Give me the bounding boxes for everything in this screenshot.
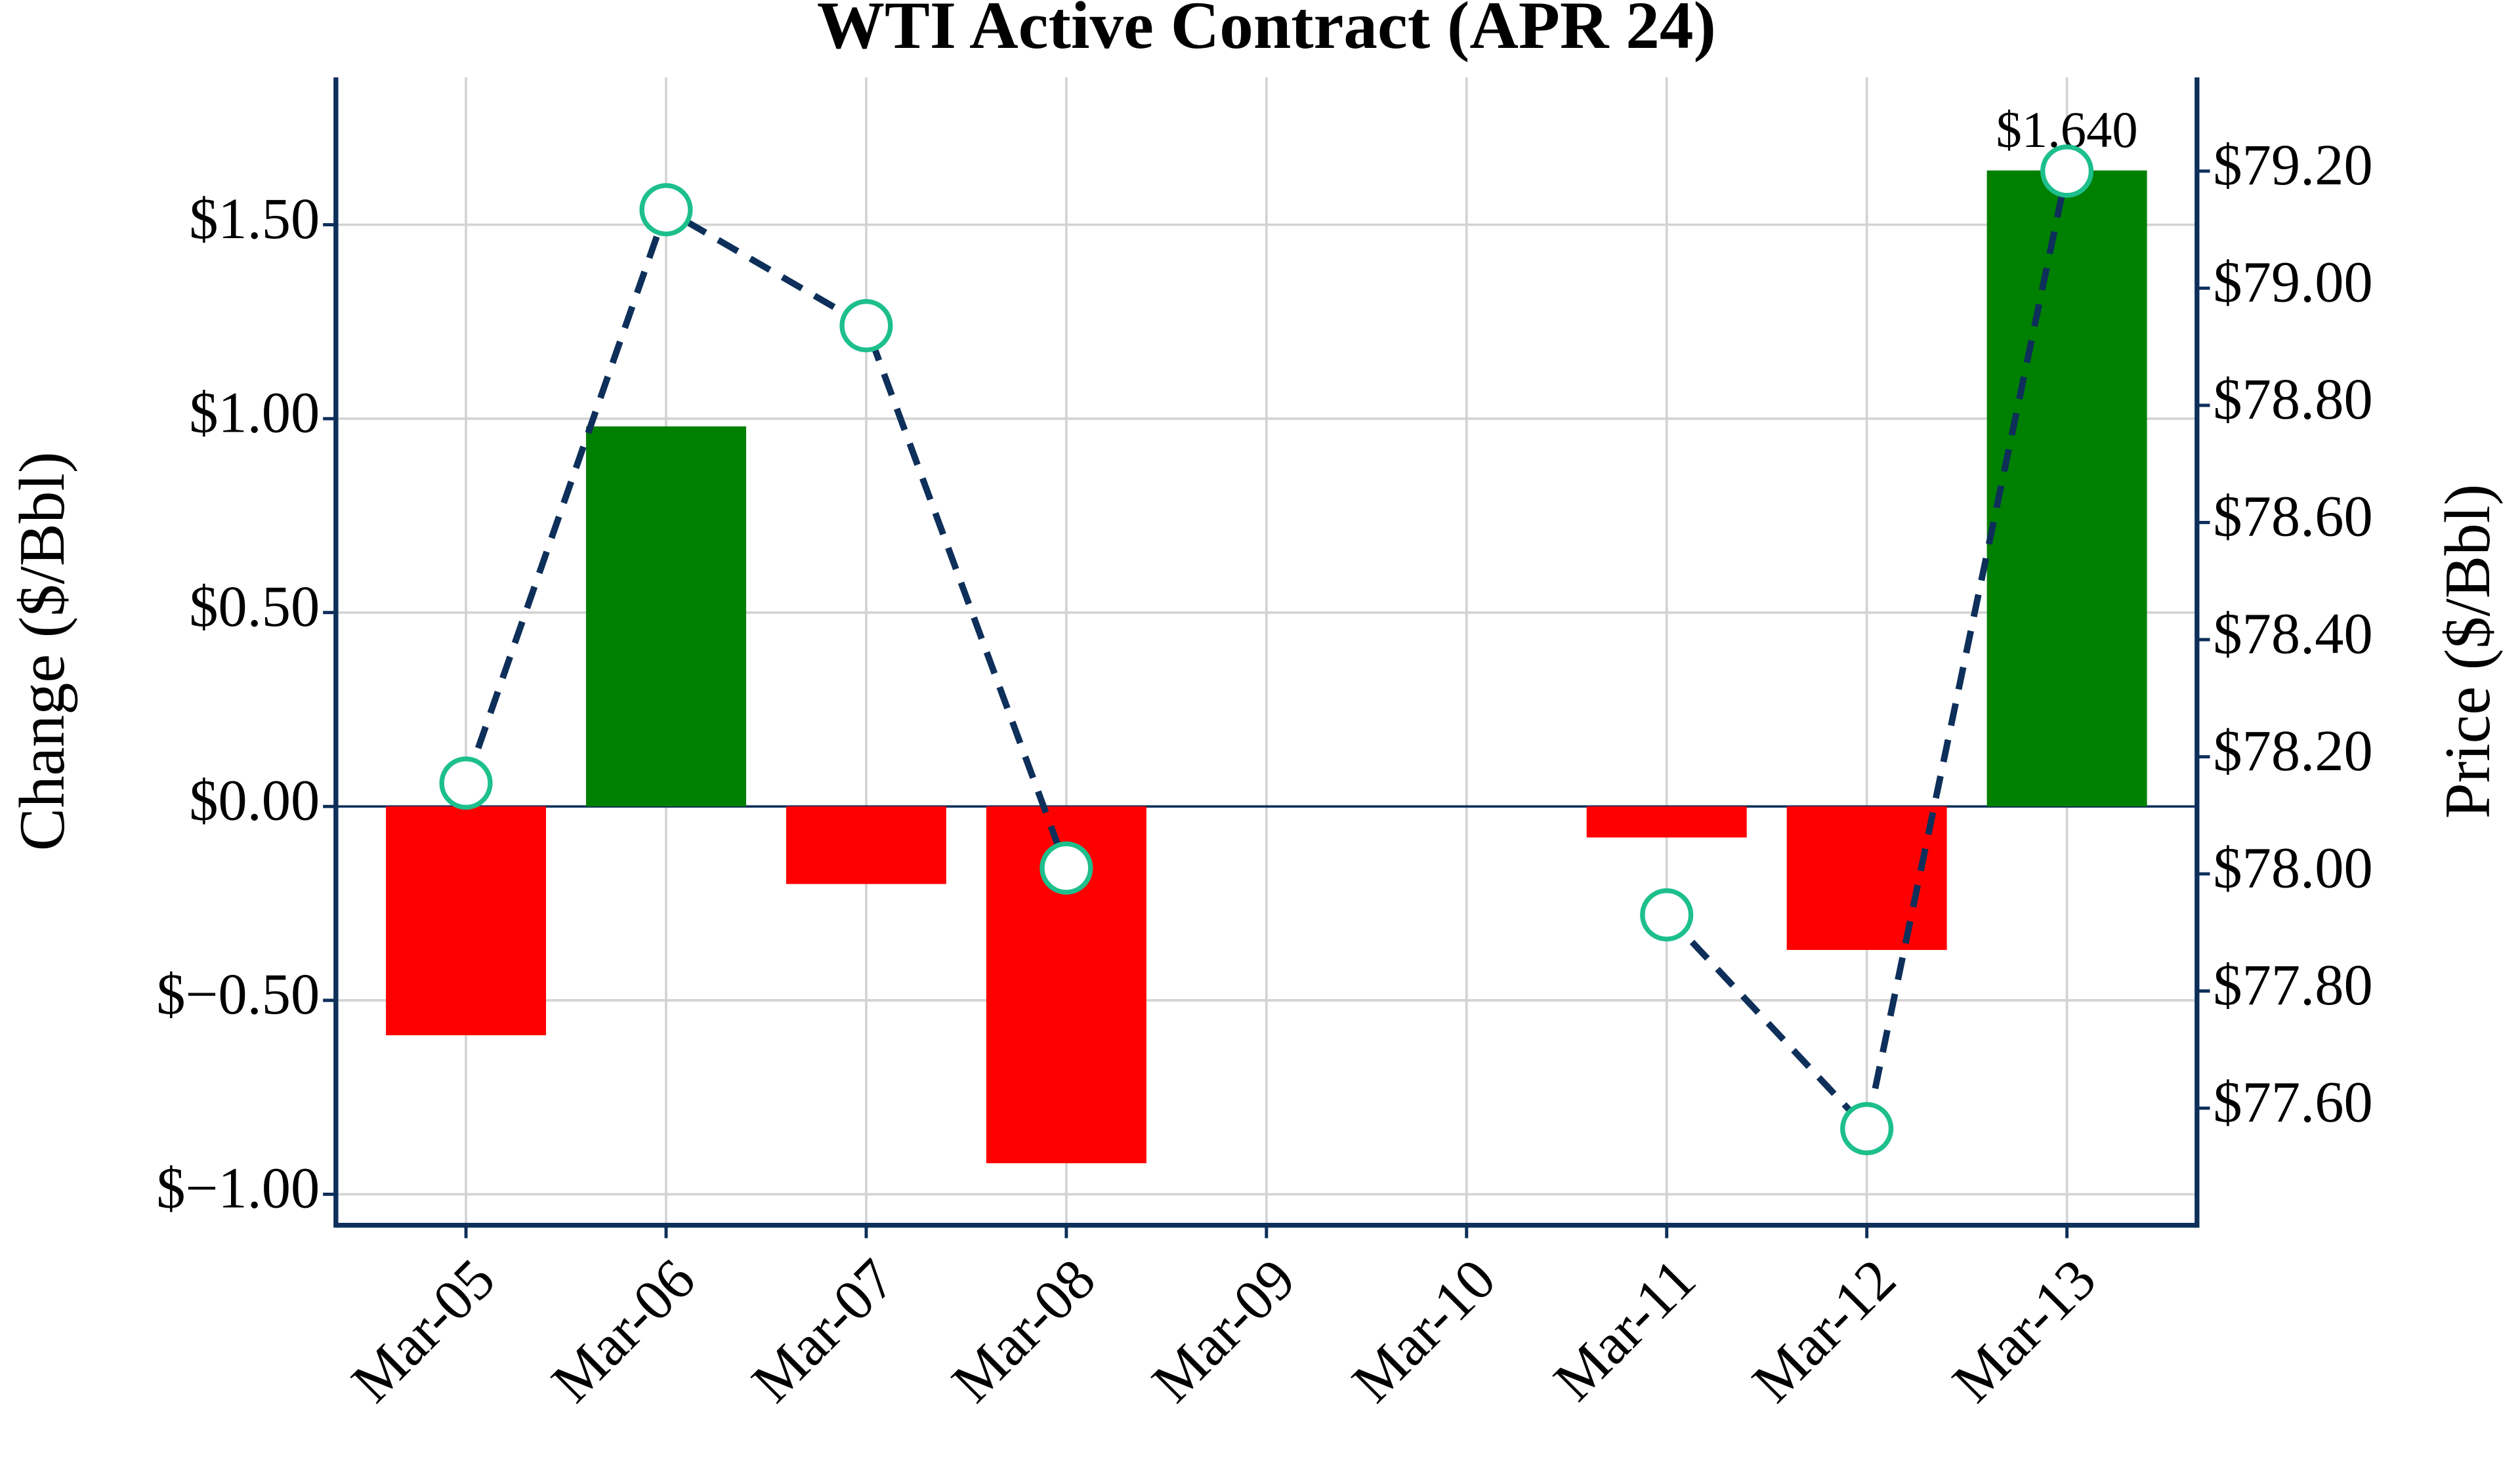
x-tick-label: Mar-10 bbox=[1340, 1247, 1508, 1415]
y2-tick-label: $79.00 bbox=[2213, 251, 2372, 315]
marker bbox=[2040, 144, 2094, 198]
y2-tick-label: $78.00 bbox=[2213, 836, 2372, 900]
y-tick-label: $1.00 bbox=[189, 380, 320, 445]
line bbox=[463, 170, 2070, 1136]
y-tick-label: $−1.00 bbox=[156, 1157, 320, 1221]
bar bbox=[1986, 170, 2147, 807]
y2-tick-label: $79.20 bbox=[2213, 133, 2372, 197]
y2-tick-label: $77.80 bbox=[2213, 953, 2372, 1018]
x-tick-label: Mar-08 bbox=[940, 1247, 1108, 1415]
bar bbox=[1786, 806, 1947, 951]
y-tick-label: $0.00 bbox=[189, 769, 320, 833]
y2-tick-label: $78.40 bbox=[2213, 602, 2372, 666]
x-tick-label: Mar-07 bbox=[740, 1247, 908, 1415]
bar bbox=[1586, 806, 1747, 838]
y-tick-label: $0.50 bbox=[189, 575, 320, 639]
bar bbox=[586, 426, 746, 807]
marker bbox=[1840, 1101, 1894, 1155]
y2-tick-label: $78.80 bbox=[2213, 367, 2372, 432]
bar bbox=[386, 806, 547, 1036]
marker bbox=[639, 183, 693, 237]
y2-tick-label: $78.20 bbox=[2213, 719, 2372, 783]
bar bbox=[786, 806, 946, 884]
y2-tick-label: $78.60 bbox=[2213, 485, 2372, 549]
y-axis-label: Change ($/Bbl) bbox=[7, 451, 78, 851]
y2-axis-label: Price ($/Bbl) bbox=[2432, 484, 2504, 819]
marker bbox=[439, 756, 493, 810]
x-tick-label: Mar-05 bbox=[339, 1247, 507, 1415]
x-tick-label: Mar-13 bbox=[1941, 1247, 2109, 1415]
marker bbox=[839, 298, 893, 353]
chart-title: WTI Active Contract (APR 24) bbox=[817, 0, 1716, 63]
x-tick-label: Mar-12 bbox=[1740, 1247, 1908, 1415]
x-tick-label: Mar-06 bbox=[539, 1247, 707, 1415]
marker bbox=[1640, 888, 1694, 942]
y2-tick-label: $77.60 bbox=[2213, 1070, 2372, 1134]
x-tick-label: Mar-09 bbox=[1140, 1247, 1308, 1415]
marker bbox=[1040, 841, 1093, 895]
y-tick-label: $1.50 bbox=[189, 187, 320, 251]
x-tick-label: Mar-11 bbox=[1542, 1247, 1708, 1413]
y-tick-label: $−0.50 bbox=[156, 962, 320, 1027]
